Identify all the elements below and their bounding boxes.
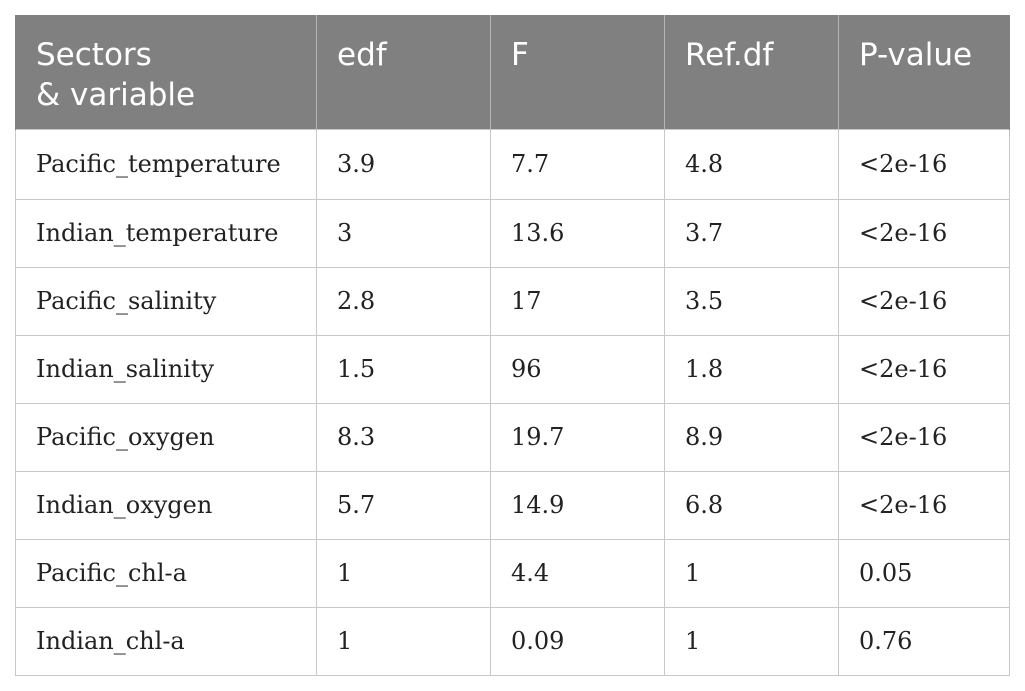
cell-edf: 1.5 xyxy=(316,334,491,404)
cell-f: 0.09 xyxy=(490,606,665,676)
cell-ref-df: 1.8 xyxy=(664,334,839,404)
table-row: Indian_temperature 3 13.6 3.7 <2e-16 xyxy=(15,198,1010,268)
cell-sector-variable: Pacific_salinity xyxy=(15,266,317,336)
cell-edf: 3.9 xyxy=(316,128,491,200)
cell-p-value: <2e-16 xyxy=(838,334,1010,404)
statistics-table: Sectors & variable edf F Ref.df P-value … xyxy=(15,15,1010,676)
header-p-value: P-value xyxy=(838,15,1010,129)
cell-ref-df: 8.9 xyxy=(664,402,839,472)
header-edf: edf xyxy=(316,15,491,129)
table-row: Indian_salinity 1.5 96 1.8 <2e-16 xyxy=(15,334,1010,404)
cell-f: 13.6 xyxy=(490,198,665,268)
cell-ref-df: 3.7 xyxy=(664,198,839,268)
cell-ref-df: 4.8 xyxy=(664,128,839,200)
cell-ref-df: 6.8 xyxy=(664,470,839,540)
header-f-label: F xyxy=(511,37,529,73)
header-sectors-line2: & variable xyxy=(36,77,196,113)
cell-f: 17 xyxy=(490,266,665,336)
header-sectors-line1: Sectors xyxy=(36,37,152,73)
cell-p-value: 0.05 xyxy=(838,538,1010,608)
cell-p-value: <2e-16 xyxy=(838,470,1010,540)
cell-sector-variable: Indian_temperature xyxy=(15,198,317,268)
cell-p-value: 0.76 xyxy=(838,606,1010,676)
header-f: F xyxy=(490,15,665,129)
cell-f: 4.4 xyxy=(490,538,665,608)
cell-f: 14.9 xyxy=(490,470,665,540)
table-body: Pacific_temperature 3.9 7.7 4.8 <2e-16 I… xyxy=(15,128,1010,676)
cell-p-value: <2e-16 xyxy=(838,128,1010,200)
cell-edf: 5.7 xyxy=(316,470,491,540)
cell-p-value: <2e-16 xyxy=(838,198,1010,268)
cell-edf: 2.8 xyxy=(316,266,491,336)
cell-sector-variable: Pacific_oxygen xyxy=(15,402,317,472)
cell-ref-df: 3.5 xyxy=(664,266,839,336)
cell-sector-variable: Indian_chl-a xyxy=(15,606,317,676)
header-row: Sectors & variable edf F Ref.df P-value xyxy=(15,15,1010,129)
cell-edf: 1 xyxy=(316,538,491,608)
cell-f: 19.7 xyxy=(490,402,665,472)
cell-p-value: <2e-16 xyxy=(838,402,1010,472)
cell-edf: 1 xyxy=(316,606,491,676)
table-row: Indian_chl-a 1 0.09 1 0.76 xyxy=(15,606,1010,676)
header-edf-label: edf xyxy=(337,37,387,73)
cell-sector-variable: Indian_oxygen xyxy=(15,470,317,540)
table-row: Pacific_salinity 2.8 17 3.5 <2e-16 xyxy=(15,266,1010,336)
cell-ref-df: 1 xyxy=(664,606,839,676)
cell-edf: 3 xyxy=(316,198,491,268)
table-row: Indian_oxygen 5.7 14.9 6.8 <2e-16 xyxy=(15,470,1010,540)
table-row: Pacific_temperature 3.9 7.7 4.8 <2e-16 xyxy=(15,128,1010,200)
table-row: Pacific_chl-a 1 4.4 1 0.05 xyxy=(15,538,1010,608)
cell-p-value: <2e-16 xyxy=(838,266,1010,336)
header-ref-df-label: Ref.df xyxy=(685,37,774,73)
cell-f: 7.7 xyxy=(490,128,665,200)
cell-sector-variable: Pacific_chl-a xyxy=(15,538,317,608)
table-row: Pacific_oxygen 8.3 19.7 8.9 <2e-16 xyxy=(15,402,1010,472)
header-p-value-label: P-value xyxy=(859,37,973,73)
cell-f: 96 xyxy=(490,334,665,404)
cell-ref-df: 1 xyxy=(664,538,839,608)
table-header: Sectors & variable edf F Ref.df P-value xyxy=(15,15,1010,129)
header-sectors-variable: Sectors & variable xyxy=(15,15,317,129)
cell-sector-variable: Indian_salinity xyxy=(15,334,317,404)
cell-edf: 8.3 xyxy=(316,402,491,472)
header-ref-df: Ref.df xyxy=(664,15,839,129)
cell-sector-variable: Pacific_temperature xyxy=(15,128,317,200)
